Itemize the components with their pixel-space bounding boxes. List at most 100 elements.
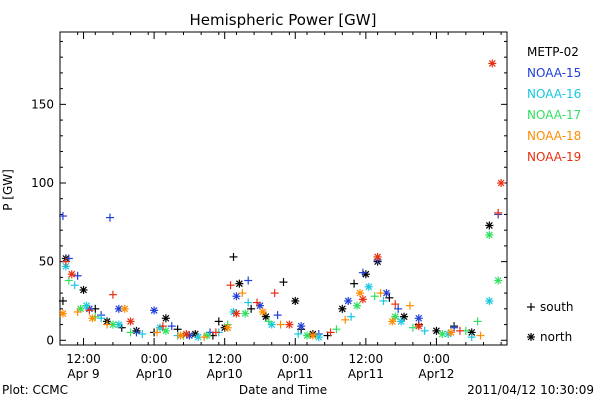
series-noaa-15: [58, 210, 503, 340]
data-point-north: [397, 317, 406, 326]
legend-item-noaa-19: NOAA-19: [527, 150, 581, 164]
data-point-north: [364, 282, 373, 291]
legend-marker-north: [527, 333, 535, 341]
data-point-north: [88, 314, 97, 323]
data-point-north: [108, 320, 117, 329]
series-noaa-16: [61, 262, 494, 342]
data-point-north: [400, 312, 409, 321]
data-point-south: [408, 323, 417, 332]
data-point-north: [414, 322, 423, 331]
legend-marker-south: [527, 303, 535, 311]
data-point-south: [105, 213, 114, 222]
data-point-south: [273, 311, 282, 320]
data-point-south: [153, 328, 162, 337]
data-point-north: [258, 307, 267, 316]
data-point-south: [97, 314, 106, 323]
data-point-north: [297, 322, 306, 331]
data-point-south: [103, 320, 112, 329]
data-point-north: [120, 304, 129, 313]
data-point-south: [473, 317, 482, 326]
data-point-north: [82, 301, 91, 310]
plot-credit: Plot: CCMC: [2, 383, 68, 397]
data-point-south: [253, 298, 262, 307]
legend-item-noaa-17: NOAA-17: [527, 108, 581, 122]
data-point-south: [73, 271, 82, 280]
data-point-north: [126, 317, 135, 326]
data-point-north: [355, 289, 364, 298]
data-point-south: [332, 325, 341, 334]
data-point-south: [226, 281, 235, 290]
data-point-south: [244, 298, 253, 307]
data-point-south: [476, 331, 485, 340]
series-noaa-19: [61, 59, 506, 338]
data-point-north: [79, 285, 88, 294]
data-point-north: [485, 230, 494, 239]
data-point-south: [385, 293, 394, 302]
data-point-north: [388, 317, 397, 326]
data-point-south: [341, 315, 350, 324]
data-point-south: [391, 300, 400, 309]
data-point-south: [358, 268, 367, 277]
series-metp-02: [58, 221, 494, 340]
data-point-south: [350, 279, 359, 288]
x-tick-label-date: Apr11: [348, 367, 384, 381]
data-point-south: [347, 312, 356, 321]
data-point-south: [200, 333, 209, 342]
series-noaa-17: [64, 230, 503, 340]
data-point-north: [314, 333, 323, 342]
data-point-north: [414, 314, 423, 323]
data-point-south: [379, 296, 388, 305]
data-point-north: [488, 59, 497, 68]
data-point-north: [447, 328, 456, 337]
data-point-north: [58, 309, 67, 318]
x-tick-label-date: Apr12: [418, 367, 454, 381]
data-point-north: [285, 320, 294, 329]
x-tick-label-time: 0:00: [282, 352, 309, 366]
legend-item-metp-02: METP-02: [527, 45, 579, 59]
data-point-north: [308, 331, 317, 340]
data-point-south: [326, 328, 335, 337]
data-point-north: [232, 292, 241, 301]
x-tick-label-date: Apr 9: [67, 367, 99, 381]
data-point-north: [176, 331, 185, 340]
data-point-north: [485, 296, 494, 305]
y-tick-label: 150: [31, 97, 54, 111]
x-tick-label-time: 12:00: [349, 352, 384, 366]
data-point-south: [238, 289, 247, 298]
data-point-south: [420, 326, 429, 335]
data-point-south: [394, 304, 403, 313]
data-point-north: [344, 296, 353, 305]
data-point-south: [494, 208, 503, 217]
y-tick-label: 0: [46, 333, 54, 347]
y-tick-label: 50: [39, 255, 54, 269]
marker-legend: south north: [527, 300, 574, 344]
x-tick-label-date: Apr10: [136, 367, 172, 381]
data-point-south: [450, 323, 459, 332]
data-point-south: [61, 257, 70, 266]
data-point-south: [244, 276, 253, 285]
data-point-north: [485, 221, 494, 230]
data-point-north: [497, 178, 506, 187]
data-point-south: [211, 328, 220, 337]
data-point-north: [241, 309, 250, 318]
data-point-south: [85, 306, 94, 315]
data-point-north: [373, 252, 382, 261]
data-point-south: [455, 326, 464, 335]
data-point-south: [264, 317, 273, 326]
data-point-south: [108, 290, 117, 299]
data-point-north: [494, 276, 503, 285]
data-point-south: [73, 307, 82, 316]
y-tick-label: 100: [31, 176, 54, 190]
data-point-north: [261, 312, 270, 321]
data-point-north: [67, 270, 76, 279]
x-axis-label: Date and Time: [239, 383, 327, 397]
data-point-south: [70, 281, 79, 290]
series-noaa-18: [58, 289, 485, 342]
data-point-north: [223, 323, 232, 332]
chart-title: Hemispheric Power [GW]: [190, 11, 377, 29]
plot-timestamp: 2011/04/12 10:30:09: [467, 383, 594, 397]
data-point-north: [291, 296, 300, 305]
data-point-south: [214, 317, 223, 326]
